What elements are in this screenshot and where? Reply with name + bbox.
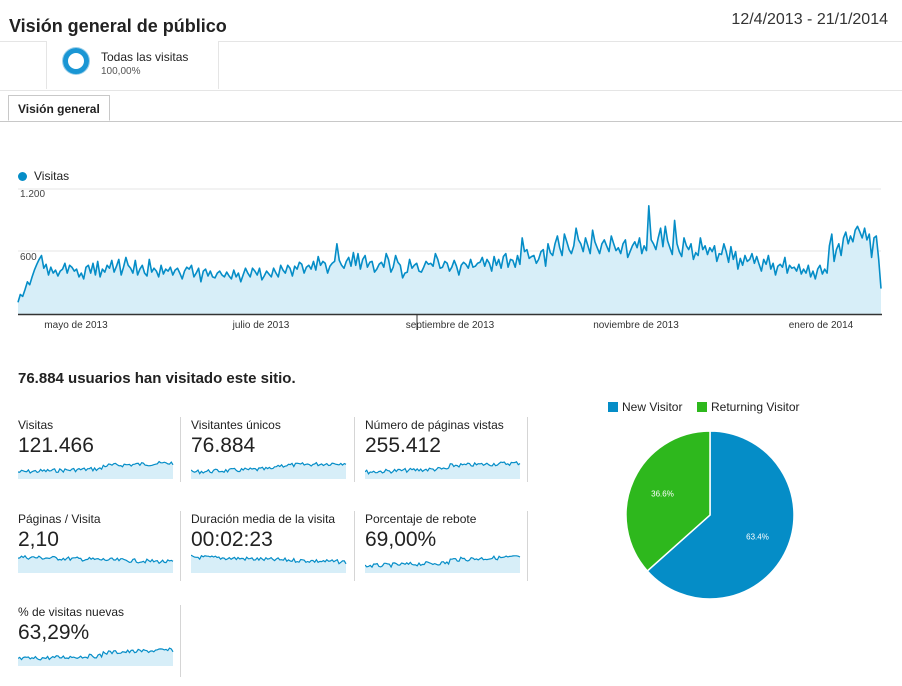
x-tick-label: julio de 2013	[232, 320, 290, 331]
metric-tile[interactable]: Páginas / Visita 2,10	[18, 512, 178, 592]
series-legend-label[interactable]: Visitas	[34, 169, 70, 183]
tile-separator	[354, 417, 355, 482]
tile-separator	[180, 605, 181, 677]
y-tick-label: 600	[20, 252, 37, 263]
metric-sparkline	[191, 554, 347, 573]
segment-name: Todas las visitas	[101, 50, 189, 64]
metric-name: Visitas	[18, 418, 54, 432]
metric-value: 63,29%	[18, 621, 90, 644]
legend-returning-visitor-swatch	[697, 402, 707, 412]
tile-separator	[527, 511, 528, 581]
metric-tile[interactable]: Visitas 121.466	[18, 418, 178, 498]
legend-new-visitor-swatch	[608, 402, 618, 412]
page-title: Visión general de público	[9, 16, 227, 36]
summary-headline: 76.884 usuarios han visitado este sitio.	[18, 370, 296, 387]
metric-tile[interactable]: Número de páginas vistas 255.412	[365, 418, 525, 498]
tile-separator	[180, 511, 181, 581]
metric-sparkline	[191, 461, 347, 479]
metric-sparkline	[365, 555, 521, 573]
metric-name: % de visitas nuevas	[18, 605, 125, 619]
legend-new-visitor[interactable]: New Visitor	[622, 400, 683, 414]
visits-chart[interactable]: 1.200 600 mayo de 2013 julio de 2013 septiem…	[0, 180, 902, 340]
metric-tile[interactable]: % de visitas nuevas 63,29%	[18, 605, 178, 685]
metric-name: Páginas / Visita	[18, 512, 101, 526]
metric-sparkline	[18, 554, 174, 573]
metric-value: 2,10	[18, 528, 59, 551]
metric-tile[interactable]: Visitantes únicos 76.884	[191, 418, 351, 498]
x-tick-label: enero de 2014	[789, 320, 854, 331]
visits-area	[18, 205, 881, 314]
metric-name: Porcentaje de rebote	[365, 512, 477, 526]
metric-name: Duración media de la visita	[191, 512, 336, 526]
metric-name: Número de páginas vistas	[365, 418, 504, 432]
pie-slice-returning-visitor	[625, 430, 711, 572]
metric-value: 121.466	[18, 434, 94, 457]
pie-slice-new-visitor	[646, 430, 795, 600]
tile-separator	[527, 417, 528, 482]
metric-sparkline	[365, 461, 521, 479]
legend-returning-visitor[interactable]: Returning Visitor	[711, 400, 800, 414]
y-tick-label: 1.200	[20, 189, 45, 200]
metric-tile[interactable]: Duración media de la visita 00:02:23	[191, 512, 351, 592]
x-tick-label: noviembre de 2013	[593, 320, 679, 331]
x-tick-label: mayo de 2013	[44, 320, 108, 331]
metric-name: Visitantes únicos	[191, 418, 281, 432]
segment-percent: 100,00%	[101, 66, 141, 77]
tile-separator	[354, 511, 355, 581]
pie-slice-label: 36.6%	[651, 490, 674, 499]
segment-ring-icon	[63, 48, 89, 74]
visits-series-line	[17, 205, 882, 303]
tab-overview[interactable]: Visión general	[8, 95, 110, 121]
x-tick-label: septiembre de 2013	[406, 320, 495, 331]
metric-value: 00:02:23	[191, 528, 273, 551]
date-range-picker[interactable]: 12/4/2013 - 21/1/2014	[731, 11, 888, 28]
metric-value: 255.412	[365, 434, 441, 457]
series-legend-dot	[18, 172, 27, 181]
metric-value: 76.884	[191, 434, 256, 457]
metric-sparkline	[18, 647, 174, 666]
segment-bar	[0, 41, 902, 91]
tab-strip	[0, 121, 902, 122]
tile-separator	[180, 417, 181, 482]
metric-sparkline	[18, 460, 174, 479]
pie-slice-label: 63.4%	[746, 532, 769, 541]
visitor-type-pie-chart[interactable]: 63.4% 36.6%	[620, 425, 800, 605]
metric-value: 69,00%	[365, 528, 437, 551]
segment-selector[interactable]: Todas las visitas 100,00%	[46, 41, 219, 89]
metric-tile[interactable]: Porcentaje de rebote 69,00%	[365, 512, 525, 592]
